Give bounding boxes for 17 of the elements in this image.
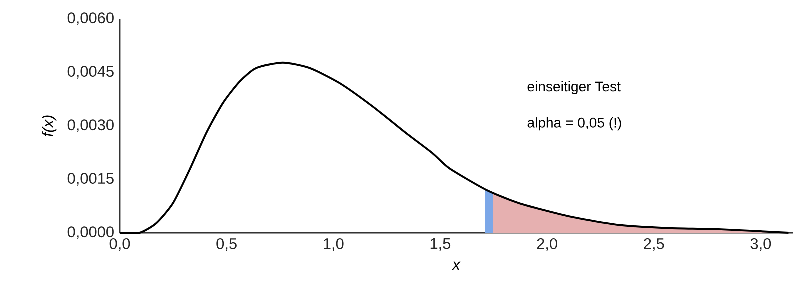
x-tick-label: 0,0 <box>110 238 130 252</box>
y-tick-label: 0,0060 <box>68 12 114 26</box>
annotation: alpha = 0,05 (!) <box>528 118 622 131</box>
x-tick-label: 2,5 <box>644 238 664 252</box>
x-tick-label: 3,0 <box>750 238 772 252</box>
y-tick-label: 0,0045 <box>68 66 114 79</box>
annotation: einseitiger Test <box>528 81 621 94</box>
y-tick-label: 0,0030 <box>68 120 114 132</box>
y-tick-label: 0,0000 <box>68 226 114 240</box>
y-axis-title: f(x) <box>42 116 57 137</box>
x-tick-label: 2,0 <box>537 238 558 252</box>
line-series <box>119 62 790 234</box>
y-tick-label: 0,0015 <box>68 173 114 186</box>
x-tick-label: 0,5 <box>216 238 237 252</box>
x-tick-label: 1,5 <box>430 238 451 252</box>
x-axis-title: x <box>452 262 461 270</box>
x-tick-label: 1,0 <box>324 238 344 252</box>
